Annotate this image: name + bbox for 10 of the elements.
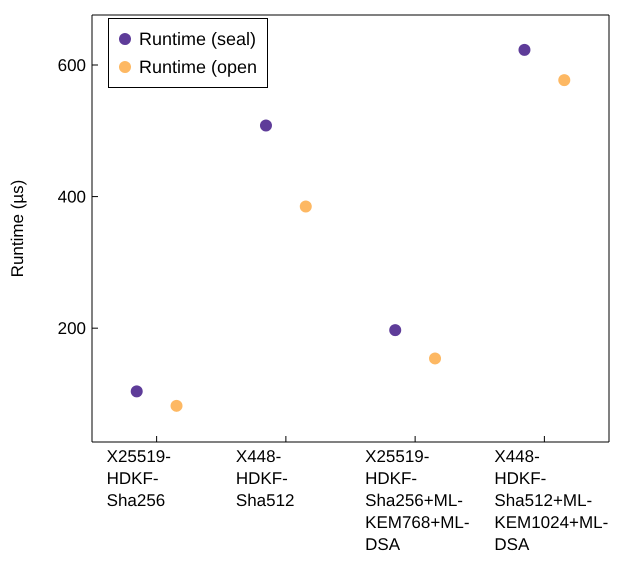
x-tick-label: X25519-HDKF-Sha256+ML-KEM768+ML-DSA <box>365 447 470 554</box>
x-tick-label: X25519-HDKF-Sha256 <box>106 447 171 510</box>
y-tick-label: 600 <box>58 56 86 76</box>
legend-label: Runtime (seal) <box>139 28 256 51</box>
y-axis-title: Runtime (µs) <box>8 180 28 278</box>
y-tick-label: 400 <box>58 188 86 207</box>
legend-label: Runtime (open <box>139 56 258 79</box>
x-tick-label: X448-HDKF-Sha512 <box>236 447 294 510</box>
y-tick-label: 200 <box>58 319 86 338</box>
x-tick-label: X448-HDKF-Sha512+ML-KEM1024+ML-DSA <box>494 447 608 554</box>
